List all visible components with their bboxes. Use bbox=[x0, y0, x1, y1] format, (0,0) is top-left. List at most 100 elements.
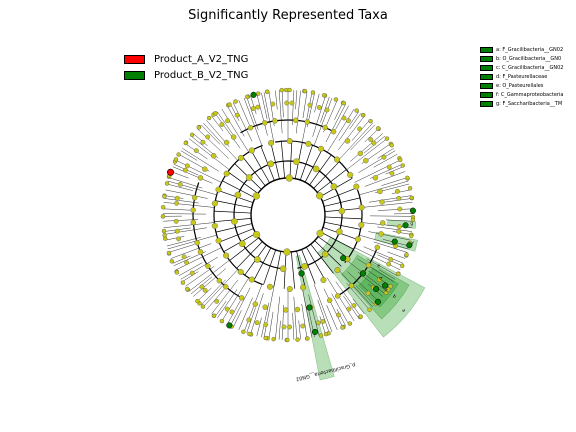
clade-branch bbox=[172, 255, 191, 264]
clade-branch bbox=[275, 90, 278, 110]
enriched-node-product-b bbox=[406, 242, 413, 249]
taxon-node bbox=[340, 325, 345, 330]
taxon-node bbox=[300, 284, 307, 291]
clade-branch bbox=[178, 262, 203, 276]
taxon-node bbox=[245, 174, 253, 181]
taxon-node bbox=[396, 224, 402, 230]
taxon-node bbox=[254, 320, 260, 326]
taxon-node bbox=[397, 206, 403, 212]
taxon-node bbox=[346, 306, 352, 312]
clade-branch bbox=[387, 251, 406, 259]
taxon-node bbox=[219, 318, 225, 324]
clade-branch bbox=[359, 180, 409, 196]
clade-legend-swatch bbox=[480, 46, 493, 53]
taxon-node bbox=[279, 87, 284, 93]
taxon-node bbox=[293, 158, 300, 165]
clade-branch bbox=[314, 93, 320, 113]
clade-branch bbox=[337, 122, 373, 161]
enriched-node-product-b bbox=[409, 207, 416, 214]
clade-branch bbox=[238, 100, 250, 126]
clade-legend-entry: f: C_Gammaproteobacteria bbox=[480, 90, 563, 99]
taxon-node bbox=[409, 233, 414, 239]
clade-branch bbox=[323, 288, 344, 328]
taxon-node bbox=[231, 218, 238, 225]
clade-branch bbox=[313, 161, 340, 189]
taxon-node bbox=[326, 297, 333, 304]
taxon-node bbox=[410, 217, 416, 223]
clade-legend-label: a: F_Gracilibacteria__GN02 bbox=[496, 46, 564, 53]
taxon-node bbox=[377, 277, 382, 283]
clade-branch bbox=[188, 138, 230, 170]
taxon-node bbox=[379, 220, 386, 226]
taxon-node bbox=[252, 301, 258, 307]
group-legend: Product_A_V2_TNG Product_B_V2_TNG bbox=[124, 51, 248, 83]
taxon-node bbox=[214, 298, 220, 304]
clade-label: f bbox=[411, 241, 414, 247]
taxon-node bbox=[230, 134, 237, 140]
clade-branch bbox=[253, 247, 272, 281]
taxon-node bbox=[347, 171, 354, 178]
enriched-node-product-b bbox=[391, 238, 398, 245]
clade-branch bbox=[219, 228, 254, 243]
clade-branch bbox=[211, 115, 224, 132]
enriched-node-product-b bbox=[382, 282, 389, 289]
taxon-node bbox=[211, 313, 217, 318]
clade-ring bbox=[250, 177, 326, 253]
taxon-node bbox=[344, 138, 351, 144]
clade-branch bbox=[163, 202, 215, 208]
taxon-node bbox=[238, 240, 246, 248]
clade-branch bbox=[175, 159, 222, 183]
clade-highlight-g bbox=[387, 219, 417, 229]
taxon-node bbox=[216, 277, 223, 284]
clade-branch bbox=[214, 300, 227, 317]
clade-branch bbox=[278, 90, 283, 134]
clade-branch bbox=[222, 180, 256, 199]
legend-entry-group-a: Product_A_V2_TNG bbox=[124, 51, 248, 67]
clade-legend: a: F_Gracilibacteria__GN02 b: O_Gracilib… bbox=[480, 45, 563, 108]
clade-branch bbox=[201, 279, 226, 306]
clade-legend-label: d: F_Pasteurellaceae bbox=[496, 73, 548, 80]
taxon-node bbox=[237, 154, 244, 161]
enriched-node-product-b bbox=[402, 222, 409, 229]
taxon-node bbox=[381, 154, 387, 160]
taxon-node bbox=[301, 263, 309, 270]
taxon-node bbox=[248, 276, 255, 283]
taxon-node bbox=[398, 157, 403, 163]
clade-branch bbox=[217, 289, 238, 319]
clade-branch bbox=[246, 96, 259, 131]
taxon-node bbox=[184, 163, 190, 169]
taxon-node bbox=[377, 188, 383, 195]
taxon-node bbox=[295, 337, 300, 342]
clade-legend-entry: b: O_Gracilibacteria__GN0 bbox=[480, 54, 563, 63]
clade-legend-entry: g: F_Saccharibacteria__TM bbox=[480, 99, 563, 108]
taxon-node bbox=[286, 138, 293, 145]
taxon-node bbox=[180, 280, 186, 285]
clade-branch bbox=[180, 150, 198, 161]
taxon-node bbox=[197, 175, 204, 181]
taxon-node bbox=[234, 112, 240, 118]
clade-branch bbox=[163, 222, 215, 228]
taxon-node bbox=[320, 319, 326, 324]
taxon-node bbox=[284, 100, 290, 106]
clade-branch bbox=[185, 266, 215, 287]
clade-branch bbox=[214, 210, 252, 214]
clade-branch bbox=[256, 93, 268, 136]
clade-branch bbox=[180, 256, 218, 280]
clade-branch bbox=[167, 234, 217, 250]
taxon-node bbox=[333, 97, 339, 102]
clade-branch bbox=[354, 247, 401, 271]
clade-branch bbox=[164, 227, 208, 235]
clade-branch bbox=[355, 285, 375, 306]
taxon-node bbox=[336, 312, 341, 318]
clade-branch bbox=[337, 269, 373, 308]
taxon-node bbox=[270, 101, 276, 107]
taxon-node bbox=[379, 199, 385, 205]
taxon-node bbox=[389, 143, 394, 148]
clade-branch bbox=[197, 128, 229, 159]
taxon-node bbox=[173, 218, 179, 224]
taxon-node bbox=[315, 320, 321, 326]
enriched-node-product-b bbox=[250, 91, 257, 98]
clade-branch bbox=[221, 277, 250, 322]
clade-branch bbox=[261, 302, 270, 338]
